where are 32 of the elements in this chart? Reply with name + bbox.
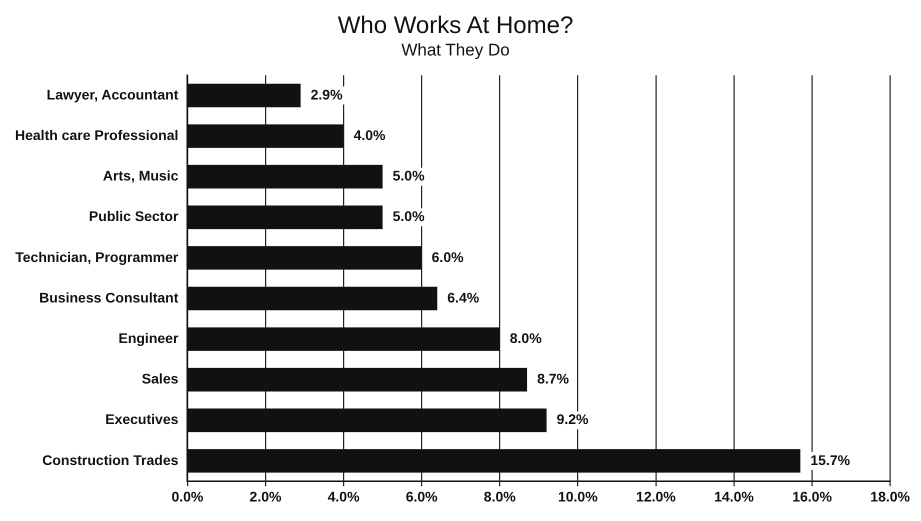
y-tick-label: Lawyer, Accountant	[46, 86, 179, 102]
y-tick-label: Technician, Programmer	[15, 248, 179, 265]
y-tick-label: Engineer	[118, 330, 179, 346]
data-label: 5.0%	[392, 208, 426, 224]
y-tick-label: Public Sector	[88, 208, 179, 224]
x-tick-label: 18.0%	[870, 488, 911, 504]
x-tick-label: 0.0%	[171, 488, 204, 504]
x-tick-label: 10.0%	[558, 488, 598, 504]
data-label: 6.4%	[447, 289, 480, 306]
data-label: 8.0%	[510, 330, 542, 346]
y-tick-label: Executives	[105, 411, 179, 428]
data-label: 8.7%	[537, 370, 570, 387]
x-tick-label: 12.0%	[636, 488, 676, 504]
data-label: 15.7%	[810, 452, 851, 468]
chart-title: Who Works At Home?	[338, 12, 574, 40]
data-label: 9.2%	[556, 411, 590, 428]
y-tick-label: Arts, Music	[102, 168, 179, 184]
y-tick-label: Health care Professional	[14, 126, 178, 143]
data-label: 5.0%	[392, 168, 426, 184]
x-tick-label: 6.0%	[406, 488, 438, 504]
x-tick-label: 4.0%	[328, 488, 360, 504]
x-tick-label: 2.0%	[250, 488, 282, 504]
x-tick-label: 8.0%	[484, 488, 516, 504]
x-tick-label: 16.0%	[792, 488, 832, 504]
y-tick-label: Sales	[142, 370, 179, 387]
x-tick-label: 14.0%	[714, 488, 754, 504]
chart-subtitle: What They Do	[401, 40, 510, 60]
data-label: 6.0%	[432, 248, 464, 265]
data-label: 2.9%	[310, 86, 344, 102]
y-tick-label: Business Consultant	[39, 289, 179, 306]
data-label: 4.0%	[354, 126, 386, 143]
y-tick-label: Construction Trades	[42, 452, 179, 468]
